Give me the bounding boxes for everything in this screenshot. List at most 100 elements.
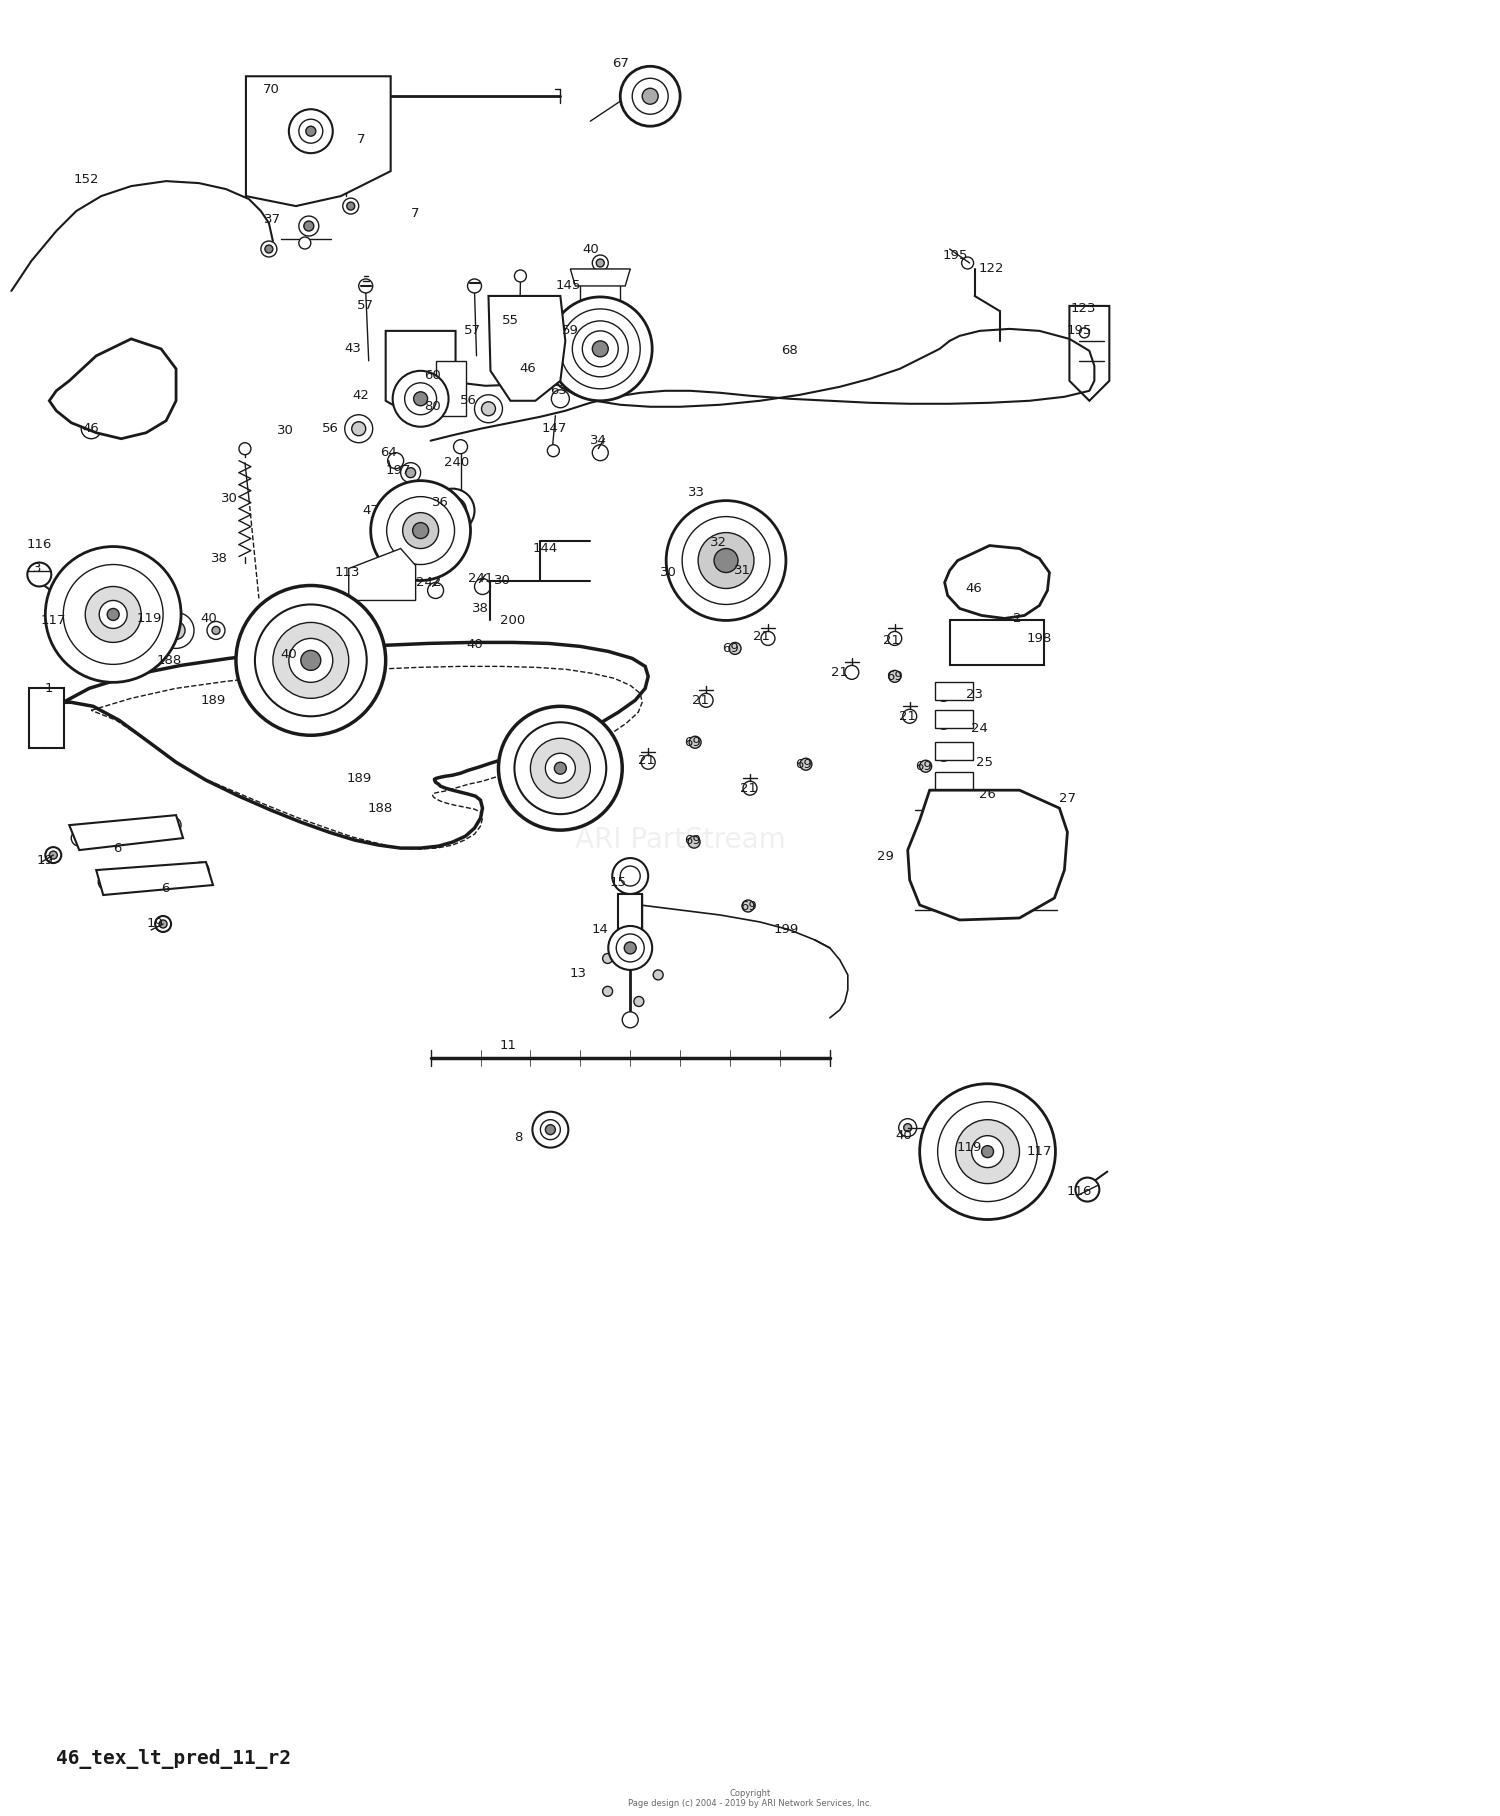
Text: 195: 195 <box>1066 325 1092 338</box>
Bar <box>934 743 972 761</box>
Circle shape <box>682 516 770 605</box>
Text: 46: 46 <box>964 581 982 596</box>
Circle shape <box>98 873 114 890</box>
Text: 56: 56 <box>322 423 339 436</box>
Text: 46: 46 <box>519 363 536 376</box>
Circle shape <box>514 271 526 281</box>
Circle shape <box>158 612 194 648</box>
Circle shape <box>166 621 184 639</box>
Bar <box>934 710 972 728</box>
Polygon shape <box>386 331 456 421</box>
Circle shape <box>1076 1177 1100 1202</box>
Text: 40: 40 <box>280 648 297 661</box>
Circle shape <box>86 587 141 643</box>
Circle shape <box>546 754 576 783</box>
Polygon shape <box>348 548 416 601</box>
Text: 30: 30 <box>278 425 294 438</box>
Circle shape <box>592 254 609 271</box>
Circle shape <box>972 1135 1004 1168</box>
Text: 19: 19 <box>147 917 164 930</box>
Circle shape <box>936 777 951 792</box>
Text: 31: 31 <box>734 565 750 577</box>
Text: Copyright
Page design (c) 2004 - 2019 by ARI Network Services, Inc.: Copyright Page design (c) 2004 - 2019 by… <box>628 1789 872 1809</box>
Circle shape <box>498 706 622 830</box>
Circle shape <box>430 489 474 532</box>
Text: 189: 189 <box>201 694 225 706</box>
Polygon shape <box>63 643 648 848</box>
Polygon shape <box>246 76 390 205</box>
Text: 11: 11 <box>500 1039 517 1051</box>
Circle shape <box>742 781 758 795</box>
Circle shape <box>358 280 372 292</box>
Circle shape <box>640 755 656 770</box>
Circle shape <box>393 370 448 427</box>
Text: 64: 64 <box>381 447 398 459</box>
Circle shape <box>622 1012 638 1028</box>
Circle shape <box>27 563 51 587</box>
Text: 24: 24 <box>970 721 988 735</box>
Circle shape <box>962 258 974 269</box>
Polygon shape <box>570 269 630 285</box>
Circle shape <box>50 852 57 859</box>
Text: 60: 60 <box>424 369 441 383</box>
Circle shape <box>405 383 436 414</box>
Circle shape <box>298 216 320 236</box>
Text: 57: 57 <box>357 300 374 312</box>
Text: 200: 200 <box>500 614 525 627</box>
Circle shape <box>306 125 316 136</box>
Circle shape <box>1080 329 1089 338</box>
Circle shape <box>370 481 471 581</box>
Circle shape <box>238 443 250 454</box>
Circle shape <box>936 746 951 761</box>
Circle shape <box>45 547 182 683</box>
Circle shape <box>616 933 644 962</box>
Text: 1: 1 <box>45 681 54 696</box>
Circle shape <box>612 859 648 893</box>
Circle shape <box>63 565 164 665</box>
Circle shape <box>634 943 644 953</box>
Text: 189: 189 <box>346 772 372 785</box>
Circle shape <box>30 690 42 701</box>
Circle shape <box>800 759 812 770</box>
Circle shape <box>304 222 313 231</box>
Text: 15: 15 <box>609 875 627 888</box>
Circle shape <box>652 970 663 981</box>
Text: 27: 27 <box>1059 792 1076 804</box>
Circle shape <box>273 623 348 699</box>
Text: 30: 30 <box>220 492 237 505</box>
Text: 37: 37 <box>264 212 282 225</box>
Text: 36: 36 <box>432 496 448 508</box>
Text: 63: 63 <box>550 385 567 398</box>
Text: 8: 8 <box>514 1131 522 1144</box>
Circle shape <box>699 694 712 706</box>
Bar <box>30 688 64 748</box>
Circle shape <box>302 650 321 670</box>
Text: 30: 30 <box>494 574 512 587</box>
Text: 46: 46 <box>82 423 99 436</box>
Text: 6: 6 <box>112 841 122 855</box>
Circle shape <box>45 846 62 863</box>
Circle shape <box>99 601 128 628</box>
Text: 199: 199 <box>774 924 798 937</box>
Text: 47: 47 <box>363 505 380 518</box>
Circle shape <box>555 763 567 774</box>
Polygon shape <box>489 296 566 401</box>
Circle shape <box>603 953 612 964</box>
Bar <box>934 772 972 790</box>
Text: 145: 145 <box>555 280 580 292</box>
Text: 117: 117 <box>40 614 66 627</box>
Text: 25: 25 <box>976 755 993 768</box>
Polygon shape <box>96 863 213 895</box>
Circle shape <box>387 452 404 469</box>
Circle shape <box>888 632 902 645</box>
Circle shape <box>688 835 700 848</box>
Circle shape <box>402 512 438 548</box>
Text: 23: 23 <box>966 688 982 701</box>
Circle shape <box>609 926 652 970</box>
Text: 117: 117 <box>1026 1146 1051 1159</box>
Text: 68: 68 <box>782 345 798 358</box>
Circle shape <box>920 761 932 772</box>
Bar <box>618 893 642 944</box>
Text: 40: 40 <box>201 612 217 625</box>
Text: 241: 241 <box>468 572 494 585</box>
